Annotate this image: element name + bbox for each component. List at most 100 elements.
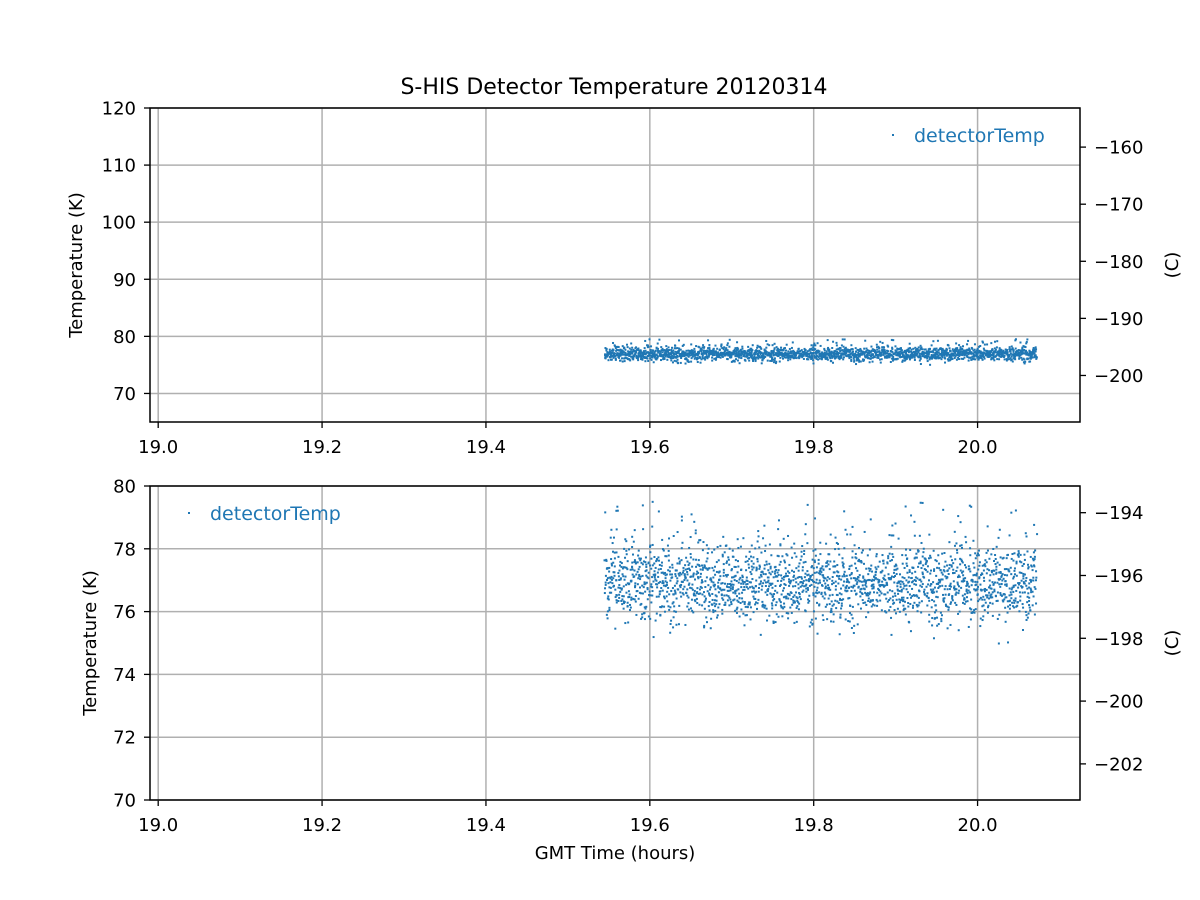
data-point xyxy=(891,359,894,362)
data-point xyxy=(694,353,697,356)
data-point xyxy=(740,586,743,589)
data-point xyxy=(788,578,791,581)
data-point xyxy=(828,594,831,597)
data-point xyxy=(655,558,658,561)
data-point xyxy=(815,571,818,574)
data-point xyxy=(1032,595,1035,598)
data-point xyxy=(696,587,699,590)
data-point xyxy=(1021,591,1024,594)
data-point xyxy=(679,586,682,589)
data-point xyxy=(947,606,950,609)
data-point xyxy=(704,356,707,359)
data-point xyxy=(868,351,871,354)
data-point xyxy=(836,350,839,353)
data-point xyxy=(661,538,664,541)
data-point xyxy=(916,577,919,580)
data-point xyxy=(677,623,680,626)
data-point xyxy=(911,572,914,575)
data-point xyxy=(1014,339,1017,342)
data-point xyxy=(1016,553,1019,556)
data-point xyxy=(930,354,933,356)
data-point xyxy=(941,349,944,352)
data-point xyxy=(646,576,649,579)
data-point xyxy=(813,581,816,584)
data-point xyxy=(608,609,611,612)
data-point xyxy=(735,353,738,356)
data-point xyxy=(967,356,970,359)
data-point xyxy=(771,607,774,610)
data-point xyxy=(840,599,843,602)
data-point xyxy=(993,588,996,591)
data-point xyxy=(698,346,701,349)
data-point xyxy=(787,352,790,355)
data-point xyxy=(943,570,946,573)
data-point xyxy=(764,355,767,358)
data-point xyxy=(882,577,885,580)
data-point xyxy=(845,584,848,587)
data-point xyxy=(720,343,723,346)
data-point xyxy=(707,547,710,550)
data-point xyxy=(922,564,925,567)
data-point xyxy=(1016,604,1019,607)
data-point xyxy=(809,578,812,581)
data-point xyxy=(932,549,935,552)
data-point xyxy=(746,583,749,586)
data-point xyxy=(770,593,773,596)
data-point xyxy=(905,579,908,582)
data-point xyxy=(889,578,892,581)
data-point xyxy=(689,586,692,589)
data-point xyxy=(937,554,940,557)
data-point xyxy=(661,548,664,551)
data-point xyxy=(888,609,891,612)
data-point xyxy=(777,350,780,353)
data-point xyxy=(737,546,740,549)
data-point xyxy=(782,578,785,581)
data-point xyxy=(698,588,701,591)
data-point xyxy=(803,350,806,353)
data-point xyxy=(648,594,651,597)
data-point xyxy=(957,592,960,595)
data-point xyxy=(691,565,694,568)
data-point xyxy=(661,349,664,352)
data-point xyxy=(998,347,1001,350)
data-point xyxy=(919,363,922,366)
data-point xyxy=(1022,562,1025,565)
data-point xyxy=(977,554,980,557)
data-point xyxy=(669,579,672,582)
data-point xyxy=(947,353,950,356)
data-point xyxy=(871,360,874,363)
data-point xyxy=(753,597,756,600)
data-point xyxy=(896,357,899,360)
data-point xyxy=(699,572,702,575)
data-point xyxy=(1006,611,1009,614)
data-point xyxy=(735,595,738,598)
data-point xyxy=(654,355,657,358)
data-point xyxy=(880,584,883,586)
data-point xyxy=(712,347,715,350)
data-point xyxy=(747,587,750,590)
data-point xyxy=(789,581,792,584)
data-point xyxy=(612,561,615,564)
data-point xyxy=(933,568,936,571)
data-point xyxy=(973,358,975,361)
data-point xyxy=(693,594,696,597)
data-point xyxy=(673,584,676,587)
data-point xyxy=(701,356,704,359)
data-point xyxy=(1014,358,1017,361)
data-point xyxy=(933,600,936,603)
data-point xyxy=(811,565,814,568)
data-point xyxy=(983,598,986,601)
data-point xyxy=(750,544,753,547)
data-point xyxy=(863,588,866,591)
data-point xyxy=(954,355,957,358)
data-point xyxy=(670,353,673,356)
data-point xyxy=(718,578,721,581)
data-point xyxy=(614,352,617,355)
data-point xyxy=(752,587,755,590)
data-point xyxy=(963,598,966,601)
data-point xyxy=(664,355,667,358)
data-point xyxy=(713,357,716,360)
data-point xyxy=(637,597,640,600)
data-point xyxy=(906,591,909,594)
data-point xyxy=(852,586,855,589)
